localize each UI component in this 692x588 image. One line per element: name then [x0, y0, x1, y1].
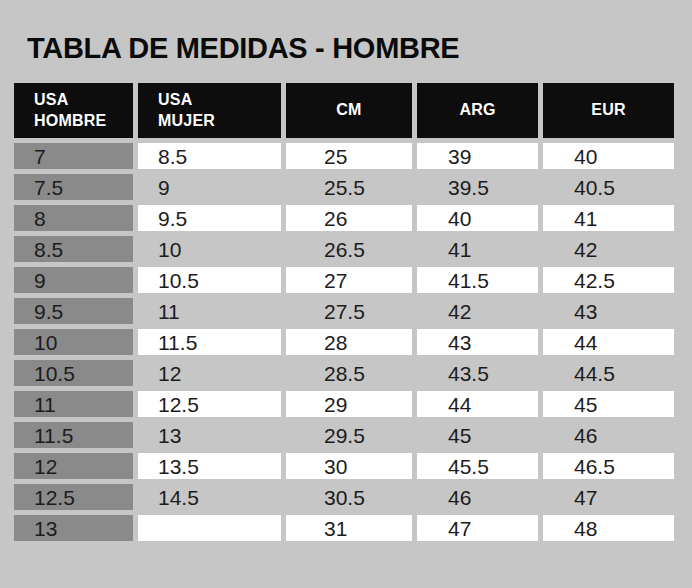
table-cell-cm: 28.5 — [286, 360, 412, 386]
table-cell-eur: 48 — [543, 515, 674, 541]
table-cell-arg: 39 — [417, 143, 538, 169]
size-table-header: USA HOMBREUSA MUJERCMARGEUR — [14, 83, 674, 138]
table-cell-eur: 44 — [543, 329, 674, 355]
table-row: 11.51329.54546 — [14, 422, 674, 448]
size-chart-image: TABLA DE MEDIDAS - HOMBRE USA HOMBREUSA … — [0, 34, 692, 588]
table-cell-cm: 30 — [286, 453, 412, 479]
table-row: 89.5264041 — [14, 205, 674, 231]
table-row: 1112.5294445 — [14, 391, 674, 417]
table-row: 910.52741.542.5 — [14, 267, 674, 293]
table-cell-usa-mujer: 13 — [138, 422, 281, 448]
table-row: 7.5925.539.540.5 — [14, 174, 674, 200]
table-cell-usa-hombre: 9.5 — [14, 298, 133, 324]
table-cell-eur: 42 — [543, 236, 674, 262]
size-conversion-table: USA HOMBREUSA MUJERCMARGEUR 78.52539407.… — [9, 78, 679, 546]
table-row: 8.51026.54142 — [14, 236, 674, 262]
table-row: 10.51228.543.544.5 — [14, 360, 674, 386]
table-row: 9.51127.54243 — [14, 298, 674, 324]
table-cell-eur: 40.5 — [543, 174, 674, 200]
table-cell-usa-mujer: 10.5 — [138, 267, 281, 293]
table-row: 1011.5284344 — [14, 329, 674, 355]
table-row: 1213.53045.546.5 — [14, 453, 674, 479]
table-cell-usa-mujer: 13.5 — [138, 453, 281, 479]
column-header-cm: CM — [286, 83, 412, 138]
column-header-usa-hombre: USA HOMBRE — [14, 83, 133, 138]
column-header-arg: ARG — [417, 83, 538, 138]
table-cell-arg: 43 — [417, 329, 538, 355]
table-cell-arg: 44 — [417, 391, 538, 417]
table-cell-usa-mujer: 9 — [138, 174, 281, 200]
table-cell-arg: 40 — [417, 205, 538, 231]
table-cell-cm: 26 — [286, 205, 412, 231]
table-cell-arg: 41 — [417, 236, 538, 262]
table-cell-arg: 39.5 — [417, 174, 538, 200]
table-cell-usa-hombre: 7.5 — [14, 174, 133, 200]
table-cell-cm: 29 — [286, 391, 412, 417]
table-cell-arg: 45 — [417, 422, 538, 448]
table-cell-eur: 41 — [543, 205, 674, 231]
table-cell-arg: 43.5 — [417, 360, 538, 386]
table-cell-usa-mujer: 12 — [138, 360, 281, 386]
table-cell-eur: 46.5 — [543, 453, 674, 479]
table-cell-usa-hombre: 8 — [14, 205, 133, 231]
table-cell-cm: 27.5 — [286, 298, 412, 324]
page-title: TABLA DE MEDIDAS - HOMBRE — [27, 34, 692, 63]
table-cell-cm: 31 — [286, 515, 412, 541]
table-cell-usa-hombre: 11 — [14, 391, 133, 417]
table-row: 13 314748 — [14, 515, 674, 541]
table-cell-cm: 26.5 — [286, 236, 412, 262]
table-cell-usa-hombre: 8.5 — [14, 236, 133, 262]
table-cell-usa-mujer: 8.5 — [138, 143, 281, 169]
table-cell-usa-hombre: 7 — [14, 143, 133, 169]
table-cell-arg: 41.5 — [417, 267, 538, 293]
table-cell-arg: 47 — [417, 515, 538, 541]
table-cell-eur: 45 — [543, 391, 674, 417]
table-cell-eur: 47 — [543, 484, 674, 510]
table-cell-usa-hombre: 13 — [14, 515, 133, 541]
table-cell-usa-mujer: 14.5 — [138, 484, 281, 510]
table-row: 12.514.530.54647 — [14, 484, 674, 510]
table-cell-usa-hombre: 10.5 — [14, 360, 133, 386]
table-cell-cm: 28 — [286, 329, 412, 355]
table-cell-eur: 42.5 — [543, 267, 674, 293]
header-row: USA HOMBREUSA MUJERCMARGEUR — [14, 83, 674, 138]
table-cell-eur: 40 — [543, 143, 674, 169]
table-cell-usa-mujer: 12.5 — [138, 391, 281, 417]
table-cell-eur: 44.5 — [543, 360, 674, 386]
table-cell-usa-hombre: 12.5 — [14, 484, 133, 510]
column-header-usa-mujer: USA MUJER — [138, 83, 281, 138]
table-cell-arg: 45.5 — [417, 453, 538, 479]
table-row: 78.5253940 — [14, 143, 674, 169]
table-cell-cm: 30.5 — [286, 484, 412, 510]
table-cell-usa-mujer — [138, 515, 281, 541]
table-cell-cm: 27 — [286, 267, 412, 293]
table-cell-usa-mujer: 10 — [138, 236, 281, 262]
table-cell-usa-hombre: 11.5 — [14, 422, 133, 448]
table-cell-usa-mujer: 11.5 — [138, 329, 281, 355]
table-cell-usa-hombre: 12 — [14, 453, 133, 479]
table-cell-eur: 43 — [543, 298, 674, 324]
table-cell-arg: 42 — [417, 298, 538, 324]
table-cell-usa-hombre: 9 — [14, 267, 133, 293]
size-table-body: 78.52539407.5925.539.540.589.52640418.51… — [14, 143, 674, 541]
table-cell-cm: 25.5 — [286, 174, 412, 200]
table-cell-eur: 46 — [543, 422, 674, 448]
table-cell-cm: 29.5 — [286, 422, 412, 448]
table-cell-usa-mujer: 9.5 — [138, 205, 281, 231]
table-cell-usa-hombre: 10 — [14, 329, 133, 355]
table-cell-arg: 46 — [417, 484, 538, 510]
table-cell-usa-mujer: 11 — [138, 298, 281, 324]
column-header-eur: EUR — [543, 83, 674, 138]
table-cell-cm: 25 — [286, 143, 412, 169]
